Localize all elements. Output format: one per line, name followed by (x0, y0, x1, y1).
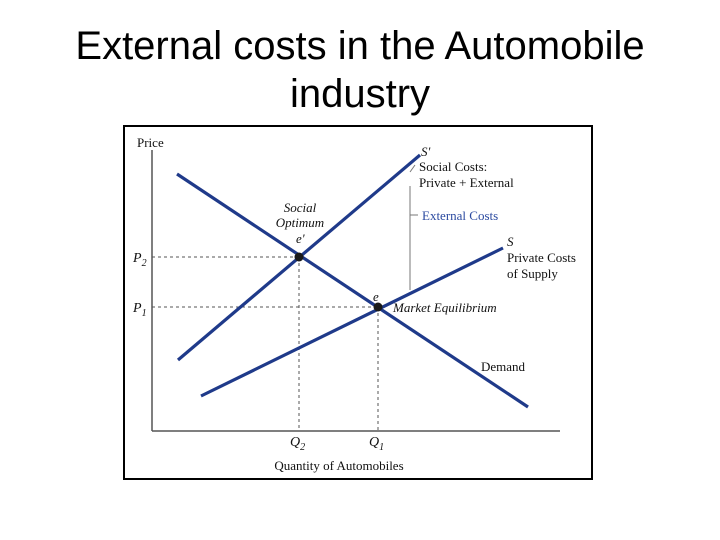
x-axis-label: Quantity of Automobiles (274, 458, 403, 473)
slide-title-line-1: External costs in the Automobile (75, 24, 645, 68)
social-optimum-label-line-1: Social (284, 200, 317, 215)
social-supply-label: S' (421, 144, 431, 159)
social-optimum-point (294, 252, 304, 262)
private-supply-curve (200, 246, 504, 398)
market-equilibrium-label: Market Equilibrium (392, 300, 497, 315)
social-costs-label-line-2: Private + External (419, 175, 514, 190)
market-equilibrium-point (373, 302, 383, 312)
social-optimum-label-line-2: Optimum (276, 215, 324, 230)
p2-label: P2 (132, 251, 147, 269)
q2-label: Q2 (290, 435, 305, 453)
slide-title: External costs in the Automobile industr… (0, 22, 720, 118)
private-supply-label: S (507, 234, 514, 249)
demand-label: Demand (481, 359, 526, 374)
social-costs-label-line-1: Social Costs: (419, 159, 487, 174)
slide-title-line-2: industry (289, 72, 431, 116)
y-axis-label: Price (137, 135, 164, 150)
private-costs-label-line-1: Private Costs (507, 250, 576, 265)
private-costs-label-line-2: of Supply (507, 266, 558, 281)
p1-label: P1 (132, 301, 147, 319)
point-e-prime-label: e' (296, 231, 305, 246)
social-costs-pointer (409, 164, 416, 173)
external-costs-label: External Costs (422, 208, 498, 223)
point-e-label: e (373, 289, 379, 304)
figure-frame (123, 125, 593, 480)
demand-curve (176, 172, 529, 409)
q1-label: Q1 (369, 435, 384, 453)
